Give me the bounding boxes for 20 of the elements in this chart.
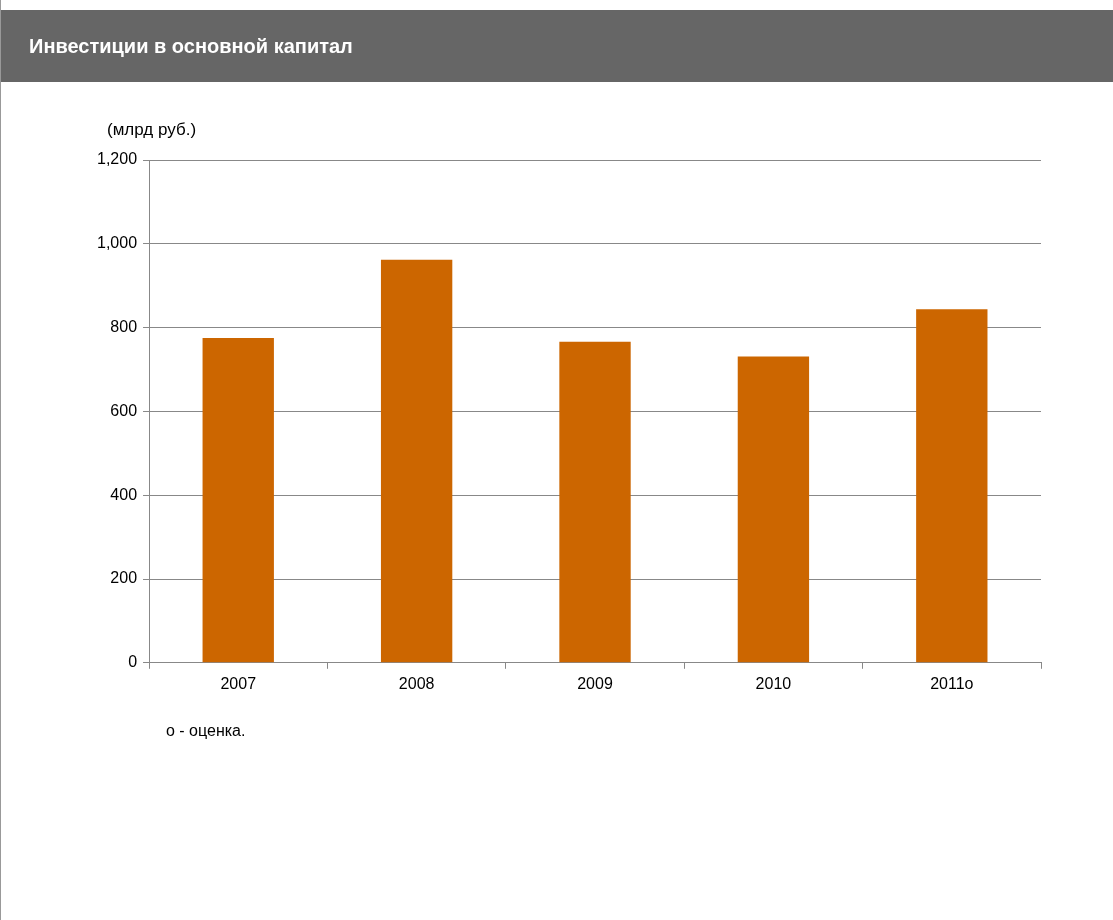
y-tick-label: 400 <box>110 485 138 503</box>
bar <box>202 338 274 663</box>
bar <box>380 259 453 663</box>
x-tick-label: 2009 <box>577 674 613 692</box>
y-tick-label: 1,200 <box>96 150 138 168</box>
y-tick-label: 600 <box>110 401 138 419</box>
chart-title: Инвестиции в основной капитал <box>1 10 1113 82</box>
x-tick-label: 2007 <box>220 674 257 692</box>
bar <box>737 356 810 663</box>
x-tick-label: 2010 <box>755 674 792 692</box>
bar <box>916 309 988 663</box>
x-tick-label: 2011о <box>930 674 974 692</box>
y-axis-title: (млрд руб.) <box>107 120 197 140</box>
text: о - оценка. <box>166 722 246 740</box>
y-tick-label: 800 <box>110 318 138 336</box>
y-tick-label: 1,000 <box>96 234 138 252</box>
bar <box>559 341 631 663</box>
y-tick-label: 0 <box>128 653 138 671</box>
y-tick-label: 200 <box>110 569 138 587</box>
x-tick-label: 2008 <box>398 674 435 692</box>
